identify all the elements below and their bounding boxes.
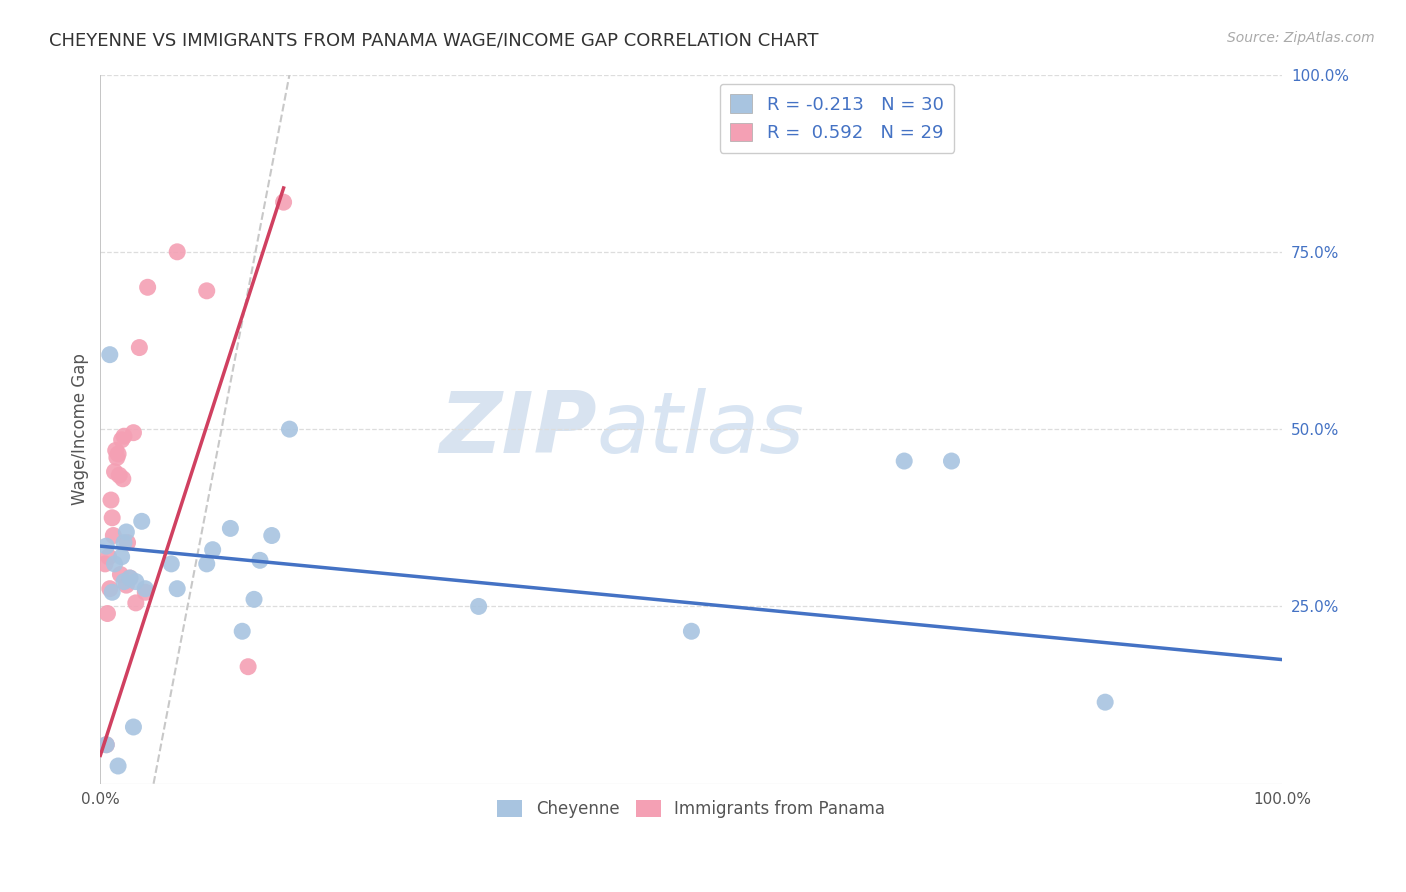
Point bbox=[98, 582, 121, 596]
Point bbox=[273, 195, 295, 210]
Point bbox=[107, 447, 129, 461]
Point bbox=[128, 341, 150, 355]
Point bbox=[94, 557, 117, 571]
Point bbox=[134, 585, 156, 599]
Point bbox=[107, 759, 129, 773]
Text: CHEYENNE VS IMMIGRANTS FROM PANAMA WAGE/INCOME GAP CORRELATION CHART: CHEYENNE VS IMMIGRANTS FROM PANAMA WAGE/… bbox=[49, 31, 818, 49]
Point bbox=[122, 720, 145, 734]
Point bbox=[201, 542, 224, 557]
Point bbox=[893, 454, 915, 468]
Point bbox=[108, 468, 131, 483]
Point bbox=[101, 510, 124, 524]
Point bbox=[166, 582, 188, 596]
Point bbox=[104, 443, 127, 458]
Point bbox=[105, 450, 128, 465]
Point bbox=[112, 429, 135, 443]
Point bbox=[160, 557, 183, 571]
Text: atlas: atlas bbox=[598, 388, 804, 471]
Point bbox=[103, 528, 125, 542]
Point bbox=[96, 738, 118, 752]
Point bbox=[1094, 695, 1116, 709]
Point bbox=[131, 514, 153, 528]
Point bbox=[96, 607, 118, 621]
Point bbox=[219, 521, 242, 535]
Point bbox=[98, 348, 121, 362]
Point bbox=[96, 539, 118, 553]
Point bbox=[278, 422, 301, 436]
Point bbox=[681, 624, 703, 639]
Legend: Cheyenne, Immigrants from Panama: Cheyenne, Immigrants from Panama bbox=[491, 794, 891, 825]
Point bbox=[97, 549, 120, 564]
Point bbox=[117, 535, 139, 549]
Point bbox=[236, 659, 259, 673]
Point bbox=[136, 280, 159, 294]
Point bbox=[467, 599, 489, 614]
Point bbox=[111, 472, 134, 486]
Point bbox=[100, 493, 122, 508]
Point bbox=[112, 574, 135, 589]
Point bbox=[125, 574, 148, 589]
Point bbox=[115, 578, 138, 592]
Point bbox=[103, 557, 125, 571]
Point bbox=[112, 535, 135, 549]
Point bbox=[941, 454, 963, 468]
Point bbox=[195, 557, 218, 571]
Point bbox=[103, 465, 125, 479]
Point bbox=[243, 592, 266, 607]
Point bbox=[122, 425, 145, 440]
Text: Source: ZipAtlas.com: Source: ZipAtlas.com bbox=[1227, 31, 1375, 45]
Point bbox=[101, 585, 124, 599]
Y-axis label: Wage/Income Gap: Wage/Income Gap bbox=[72, 353, 89, 505]
Point bbox=[96, 738, 118, 752]
Point bbox=[134, 582, 156, 596]
Point bbox=[115, 524, 138, 539]
Point bbox=[260, 528, 283, 542]
Text: ZIP: ZIP bbox=[439, 388, 598, 471]
Point bbox=[166, 244, 188, 259]
Point bbox=[111, 433, 134, 447]
Point bbox=[111, 549, 134, 564]
Point bbox=[125, 596, 148, 610]
Point bbox=[195, 284, 218, 298]
Point bbox=[118, 571, 141, 585]
Point bbox=[110, 567, 132, 582]
Point bbox=[118, 571, 141, 585]
Point bbox=[249, 553, 271, 567]
Point bbox=[231, 624, 253, 639]
